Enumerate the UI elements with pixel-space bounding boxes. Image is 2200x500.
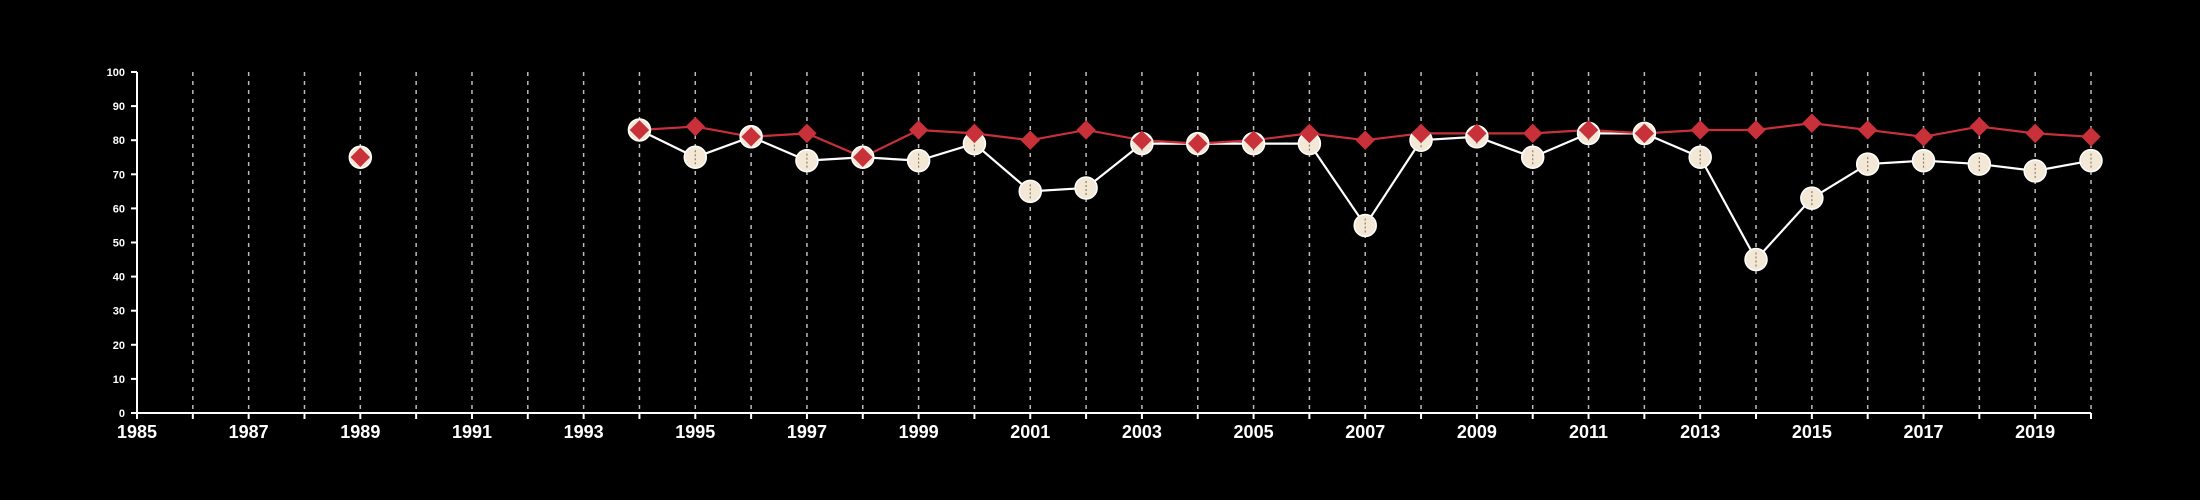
series-a-point-1997 bbox=[795, 148, 819, 173]
y-tick-label-60: 60 bbox=[113, 203, 125, 215]
y-tick-label-80: 80 bbox=[113, 135, 125, 147]
series-b-point-2020 bbox=[2081, 127, 2101, 147]
x-tick-label-2007: 2007 bbox=[1345, 422, 1385, 442]
series-a-point-1999 bbox=[906, 148, 931, 173]
series-a-point-2001 bbox=[1018, 179, 1043, 204]
series-b-point-2015 bbox=[1802, 113, 1822, 133]
series-a-point-2014 bbox=[1744, 247, 1768, 272]
x-tick-label-1999: 1999 bbox=[899, 422, 939, 442]
series-a-point-2019 bbox=[2023, 159, 2047, 183]
x-tick-label-1989: 1989 bbox=[340, 422, 380, 442]
y-tick-label-50: 50 bbox=[113, 238, 125, 250]
series-a-marker-2018 bbox=[1967, 152, 1992, 176]
series-a-point-2017 bbox=[1911, 148, 1936, 173]
x-tick-label-2017: 2017 bbox=[1903, 422, 1943, 442]
y-tick-label-10: 10 bbox=[113, 374, 125, 386]
series-b-point-2013 bbox=[1690, 120, 1710, 140]
y-tick-label-40: 40 bbox=[113, 272, 125, 284]
series-a-point-2013 bbox=[1688, 145, 1712, 169]
x-tick-label-2019: 2019 bbox=[2015, 422, 2055, 442]
series-a-marker-2002 bbox=[1074, 176, 1098, 200]
y-tick-label-30: 30 bbox=[113, 306, 125, 318]
series-a-marker-2020 bbox=[2079, 148, 2103, 173]
x-tick-label-1993: 1993 bbox=[564, 422, 604, 442]
series-a-marker-2017 bbox=[1911, 148, 1936, 173]
y-tick-label-90: 90 bbox=[113, 101, 125, 113]
series-b-point-1994 bbox=[629, 120, 650, 140]
series-b-point-1998 bbox=[853, 147, 873, 167]
x-tick-label-2013: 2013 bbox=[1680, 422, 1720, 442]
series-a-marker-2014 bbox=[1744, 247, 1768, 272]
y-tick-label-100: 100 bbox=[107, 67, 125, 79]
x-tick-label-1997: 1997 bbox=[787, 422, 827, 442]
series-a-point-2010 bbox=[1520, 145, 1545, 169]
series-b-point-2004 bbox=[1188, 133, 1208, 154]
series-layer bbox=[348, 113, 2103, 272]
series-a-point-2018 bbox=[1967, 152, 1992, 176]
series-a-point-1995 bbox=[683, 145, 708, 169]
series-b-point-2002 bbox=[1076, 120, 1096, 140]
series-b-point-2005 bbox=[1243, 130, 1264, 150]
y-tick-label-0: 0 bbox=[119, 408, 125, 420]
series-b-point-2009 bbox=[1467, 123, 1487, 144]
series-b-point-1996 bbox=[741, 127, 761, 147]
x-tick-label-2011: 2011 bbox=[1569, 422, 1608, 442]
series-b-point-2000 bbox=[964, 123, 985, 144]
x-tick-label-1991: 1991 bbox=[452, 422, 492, 442]
series-a-marker-1997 bbox=[795, 148, 819, 173]
series-a-point-2020 bbox=[2079, 148, 2103, 173]
series-b-point-1995 bbox=[685, 116, 705, 137]
series-b-point-2011 bbox=[1578, 120, 1599, 140]
series-a-marker-2016 bbox=[1855, 152, 1880, 176]
series-b-point-2010 bbox=[1523, 123, 1543, 144]
series-b-point-1999 bbox=[908, 120, 929, 140]
series-a-point-2016 bbox=[1855, 152, 1880, 176]
series-a-marker-2013 bbox=[1688, 145, 1712, 169]
series-a-point-2007 bbox=[1353, 213, 1377, 238]
x-tick-label-1995: 1995 bbox=[675, 422, 715, 442]
series-b-point-2017 bbox=[1913, 127, 1934, 147]
axis-layer: 0 10 20 30 40 50 60 70 80 90 100 1985 1987 1989 1991 19… bbox=[107, 67, 2092, 442]
series-a-point-2015 bbox=[1800, 186, 1824, 210]
series-b-point-2016 bbox=[1857, 120, 1878, 140]
series-b-point-2019 bbox=[2025, 123, 2045, 144]
x-tick-label-2001: 2001 bbox=[1010, 422, 1050, 442]
series-b-point-2006 bbox=[1299, 123, 1320, 144]
series-b-point-2018 bbox=[1969, 116, 1990, 137]
series-a-marker-1995 bbox=[683, 145, 708, 169]
series-b-point-1997 bbox=[797, 123, 817, 144]
series-b-point-2003 bbox=[1132, 130, 1152, 150]
series-b-point-2012 bbox=[1634, 123, 1655, 144]
series-b-point-2007 bbox=[1355, 130, 1375, 150]
series-b-point-1989 bbox=[350, 147, 371, 167]
series-b-point-2001 bbox=[1020, 130, 1040, 150]
y-tick-label-20: 20 bbox=[113, 340, 125, 352]
series-b-point-2014 bbox=[1746, 120, 1766, 140]
x-tick-label-2015: 2015 bbox=[1792, 422, 1832, 442]
series-a-marker-2001 bbox=[1018, 179, 1043, 204]
series-a-marker-1999 bbox=[906, 148, 931, 173]
x-tick-label-2005: 2005 bbox=[1234, 422, 1274, 442]
series-a-marker-2010 bbox=[1520, 145, 1545, 169]
x-tick-label-1987: 1987 bbox=[229, 422, 269, 442]
series-a-marker-2007 bbox=[1353, 213, 1377, 238]
x-tick-label-1985: 1985 bbox=[117, 422, 157, 442]
series-b-point-2008 bbox=[1411, 123, 1431, 144]
y-tick-label-70: 70 bbox=[113, 169, 125, 181]
series-a-point-2002 bbox=[1074, 176, 1098, 200]
series-a-marker-2019 bbox=[2023, 159, 2047, 183]
x-tick-label-2003: 2003 bbox=[1122, 422, 1162, 442]
x-tick-label-2009: 2009 bbox=[1457, 422, 1497, 442]
series-a-marker-2015 bbox=[1800, 186, 1824, 210]
